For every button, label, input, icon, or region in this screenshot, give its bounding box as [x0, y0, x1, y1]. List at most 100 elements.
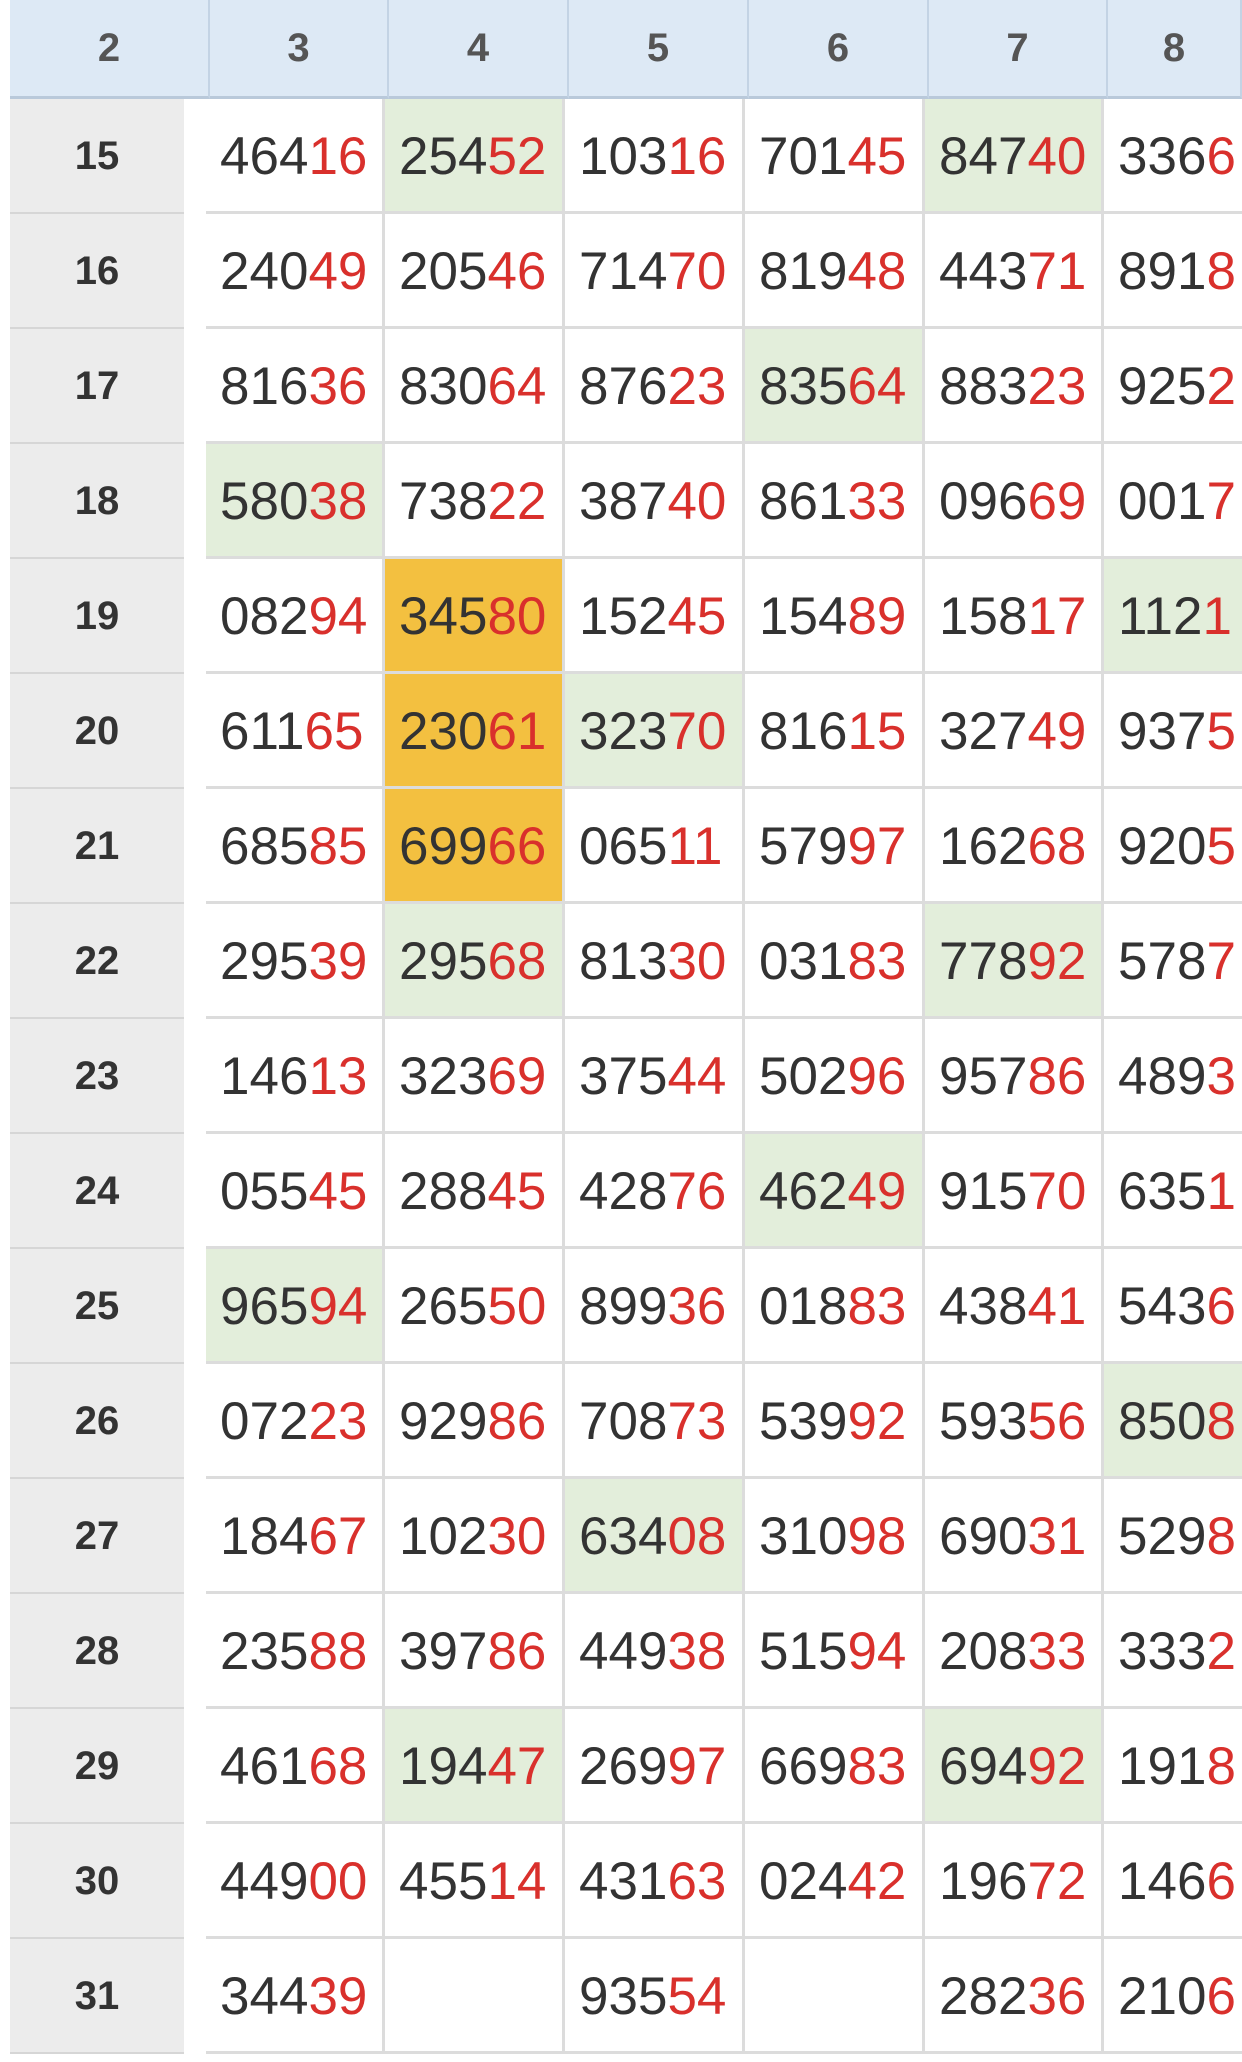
cell: 38740 — [565, 444, 745, 559]
column-header: 6 — [749, 0, 929, 99]
digits: 935 — [579, 1967, 668, 2026]
digits: 929 — [399, 1392, 488, 1451]
red-digits: 45 — [667, 587, 727, 646]
digits: 816 — [220, 357, 309, 416]
red-digits: 45 — [847, 127, 907, 186]
red-digits: 2 — [1206, 1622, 1236, 1681]
column-header: 8 — [1108, 0, 1242, 99]
cell: 03183 — [745, 904, 925, 1019]
row-label: 31 — [10, 1939, 184, 2054]
red-digits: 11 — [667, 817, 723, 876]
digits: 891 — [1118, 242, 1207, 301]
red-digits: 92 — [1027, 932, 1087, 991]
cell: 66983 — [745, 1709, 925, 1824]
digits: 096 — [939, 472, 1028, 531]
digits: 920 — [1118, 817, 1207, 876]
digits: 112 — [1118, 587, 1203, 646]
cell: 46249 — [745, 1134, 925, 1249]
row-label: 21 — [10, 789, 184, 904]
red-digits: 76 — [667, 1162, 727, 1221]
digits: 443 — [939, 242, 1028, 301]
digits: 146 — [1118, 1852, 1207, 1911]
cell: 89936 — [565, 1249, 745, 1364]
digits: 327 — [939, 702, 1028, 761]
cell: 09669 — [925, 444, 1104, 559]
cell: 34580 — [385, 559, 565, 674]
digits: 847 — [939, 127, 1028, 186]
cell: 1466 — [1104, 1824, 1242, 1939]
cell: 39786 — [385, 1594, 565, 1709]
red-digits: 38 — [667, 1622, 727, 1681]
cell: 73822 — [385, 444, 565, 559]
digits: 876 — [579, 357, 668, 416]
cell: 37544 — [565, 1019, 745, 1134]
digits: 333 — [1118, 1622, 1207, 1681]
red-digits: 85 — [308, 817, 368, 876]
digits: 428 — [579, 1162, 668, 1221]
digits: 699 — [399, 817, 488, 876]
digits: 578 — [1118, 932, 1207, 991]
digits: 344 — [220, 1967, 309, 2026]
red-digits: 83 — [847, 932, 907, 991]
cell: 95786 — [925, 1019, 1104, 1134]
row-label: 28 — [10, 1594, 184, 1709]
cell: 53992 — [745, 1364, 925, 1479]
digits: 336 — [1118, 127, 1207, 186]
digits: 152 — [579, 587, 668, 646]
cell: 28236 — [925, 1939, 1104, 2054]
digits: 461 — [220, 1737, 309, 1796]
digits: 778 — [939, 932, 1028, 991]
cell: 69966 — [385, 789, 565, 904]
red-digits: 92 — [847, 1392, 907, 1451]
red-digits: 1 — [1206, 1162, 1236, 1221]
red-digits: 48 — [847, 242, 907, 301]
digits: 965 — [220, 1277, 309, 1336]
red-digits: 8 — [1206, 1737, 1236, 1796]
digits: 611 — [220, 702, 305, 761]
red-digits: 97 — [667, 1737, 727, 1796]
cell: 15245 — [565, 559, 745, 674]
red-digits: 89 — [847, 587, 907, 646]
red-digits: 68 — [487, 932, 547, 991]
digits: 861 — [759, 472, 848, 531]
digits: 194 — [399, 1737, 488, 1796]
cell: 51594 — [745, 1594, 925, 1709]
red-digits: 7 — [1206, 932, 1236, 991]
cell: 77892 — [925, 904, 1104, 1019]
cell: 05545 — [206, 1134, 385, 1249]
red-digits: 6 — [1206, 1967, 1236, 2026]
digits: 288 — [399, 1162, 488, 1221]
row-label: 19 — [10, 559, 184, 674]
digits: 502 — [759, 1047, 848, 1106]
cell: 29568 — [385, 904, 565, 1019]
row-label: 18 — [10, 444, 184, 559]
cell: 02442 — [745, 1824, 925, 1939]
red-digits: 23 — [308, 1392, 368, 1451]
cell: 06511 — [565, 789, 745, 904]
cell: 70873 — [565, 1364, 745, 1479]
red-digits: 64 — [487, 357, 547, 416]
digits: 310 — [759, 1507, 848, 1566]
cell: 88323 — [925, 329, 1104, 444]
red-digits: 40 — [1027, 127, 1087, 186]
digits: 816 — [759, 702, 848, 761]
row-label: 16 — [10, 214, 184, 329]
red-digits: 50 — [487, 1277, 547, 1336]
digits: 462 — [759, 1162, 848, 1221]
digits: 539 — [759, 1392, 848, 1451]
digits: 154 — [759, 587, 848, 646]
digits: 438 — [939, 1277, 1028, 1336]
cell: 08294 — [206, 559, 385, 674]
cell: 58038 — [206, 444, 385, 559]
cell: 86133 — [745, 444, 925, 559]
digits: 323 — [579, 702, 668, 761]
row-label: 29 — [10, 1709, 184, 1824]
cell: 87623 — [565, 329, 745, 444]
cell: 3366 — [1104, 99, 1242, 214]
cell: 81615 — [745, 674, 925, 789]
cell: 43841 — [925, 1249, 1104, 1364]
digits: 031 — [759, 932, 848, 991]
cell: 25452 — [385, 99, 565, 214]
cell: 34439 — [206, 1939, 385, 2054]
